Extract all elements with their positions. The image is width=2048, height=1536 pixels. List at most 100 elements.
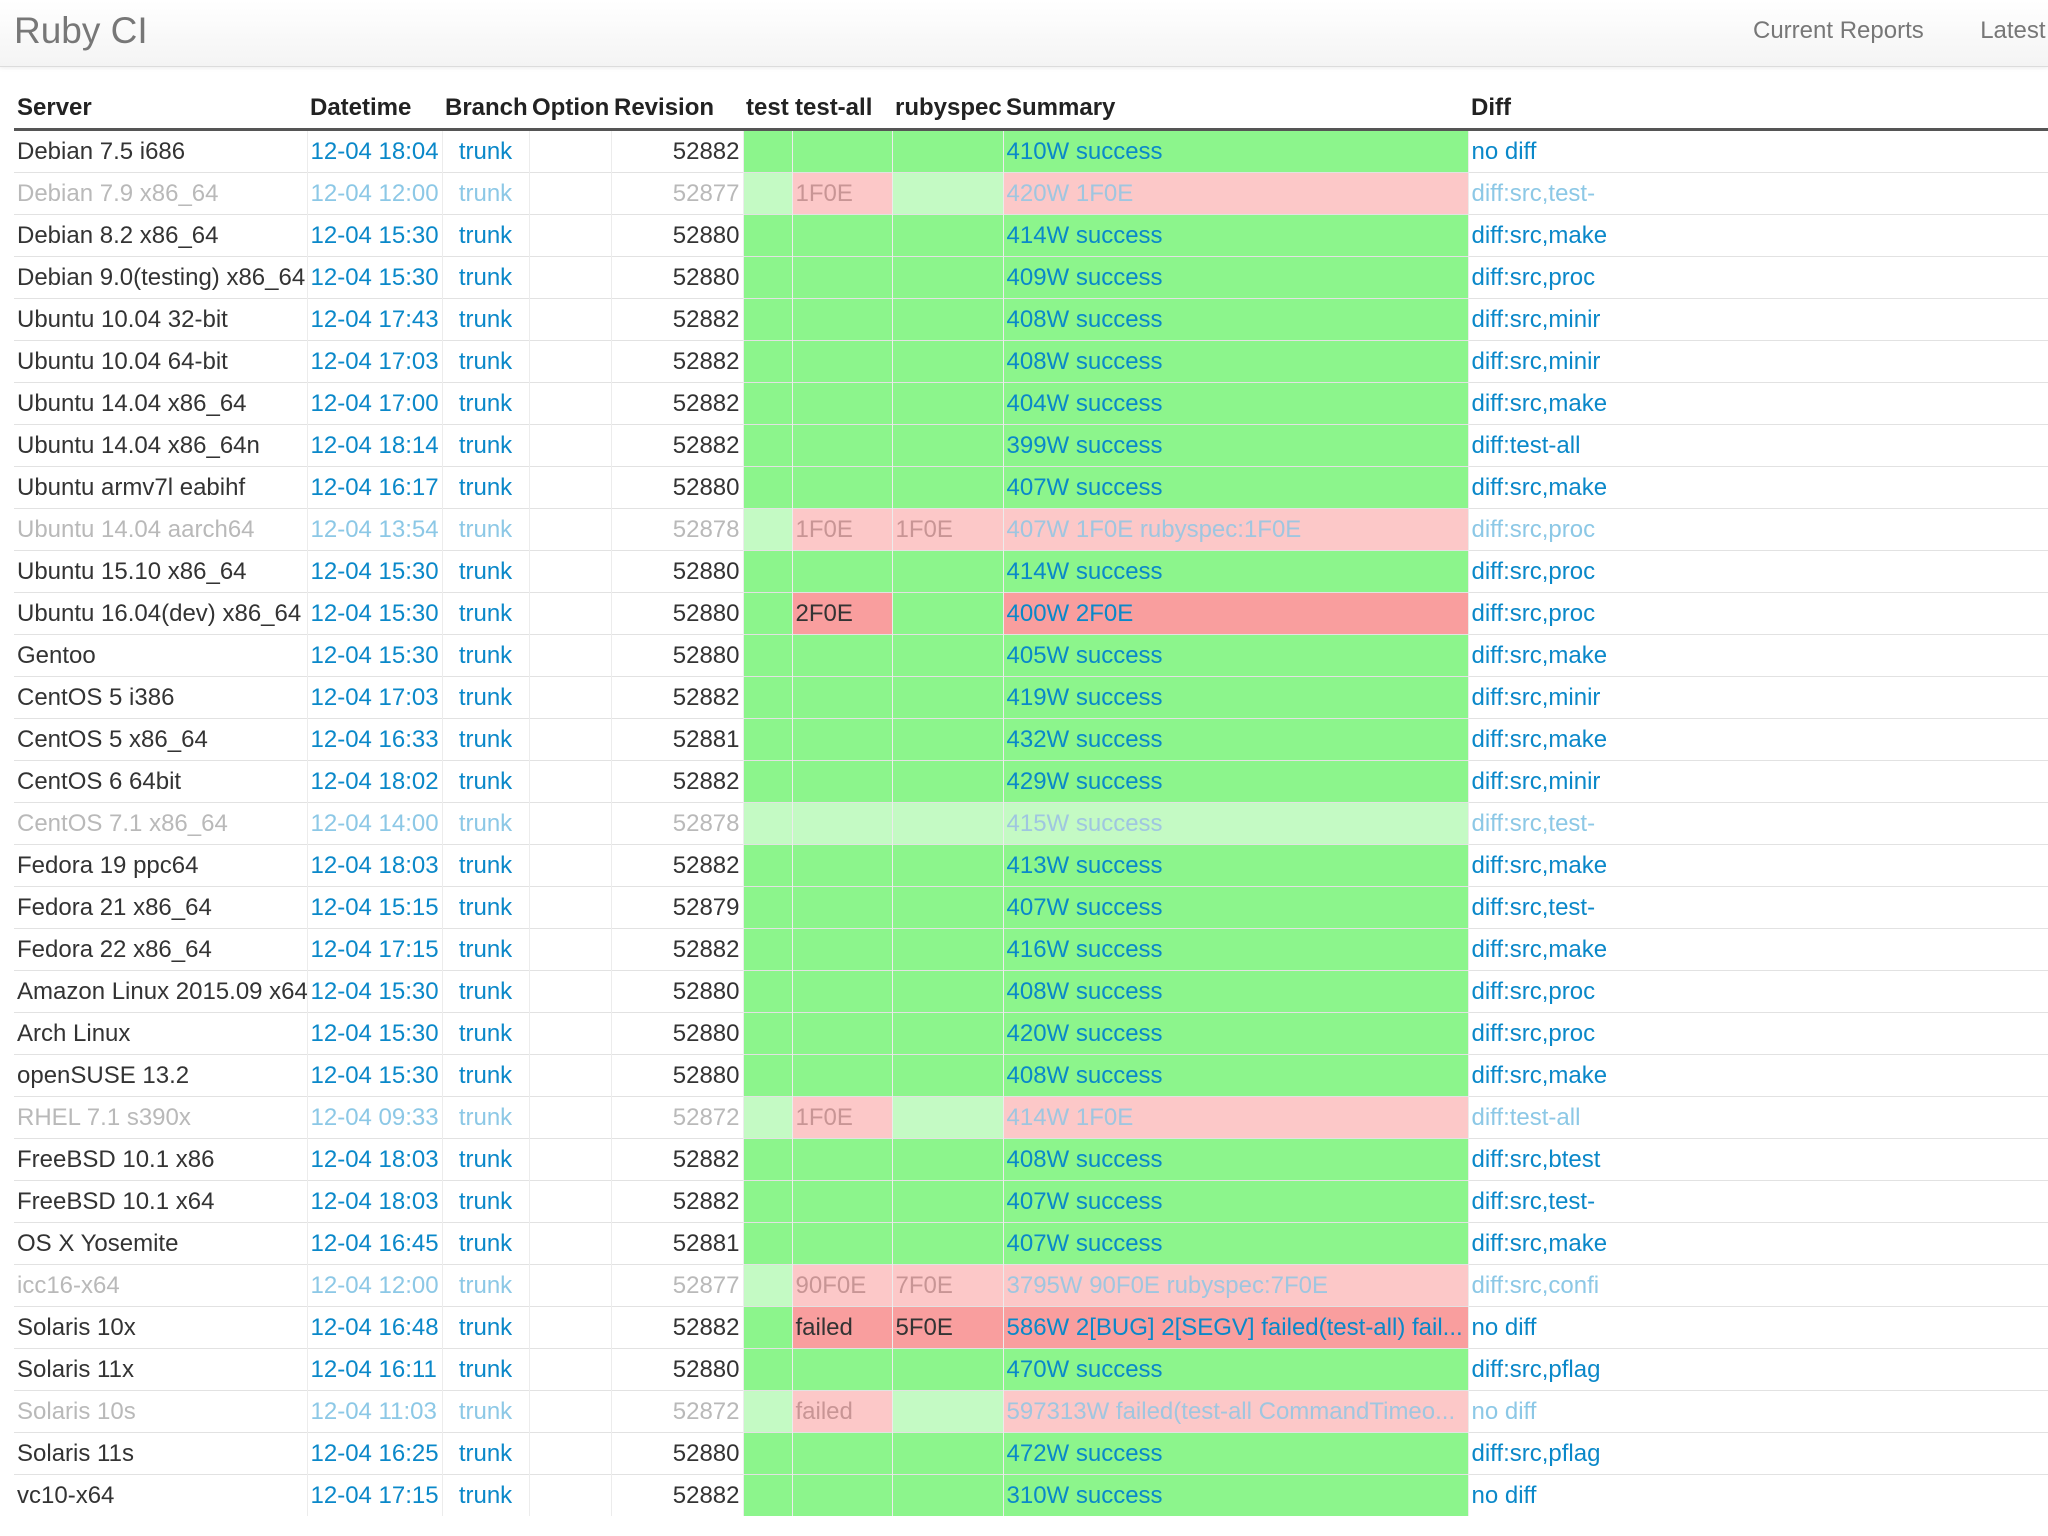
cell-branch-link[interactable]: trunk xyxy=(459,684,512,711)
cell-summary-link[interactable]: 408W success xyxy=(1007,978,1163,1005)
column-header-rubyspec[interactable]: rubyspec xyxy=(892,88,1003,130)
cell-diff-link[interactable]: no diff xyxy=(1472,138,1537,165)
cell-branch-link[interactable]: trunk xyxy=(459,894,512,921)
cell-datetime-link[interactable]: 12-04 17:15 xyxy=(311,1482,439,1509)
cell-diff-link[interactable]: diff:src,make xyxy=(1472,1230,1608,1257)
column-header-revision[interactable]: Revision xyxy=(611,88,743,130)
cell-branch-link[interactable]: trunk xyxy=(459,1272,512,1299)
cell-branch-link[interactable]: trunk xyxy=(459,558,512,585)
cell-branch-link[interactable]: trunk xyxy=(459,180,512,207)
cell-branch-link[interactable]: trunk xyxy=(459,222,512,249)
cell-datetime-link[interactable]: 12-04 16:11 xyxy=(311,1356,437,1383)
cell-datetime-link[interactable]: 12-04 18:03 xyxy=(311,1146,439,1173)
cell-diff-link[interactable]: diff:src,proc xyxy=(1472,264,1596,291)
cell-branch-link[interactable]: trunk xyxy=(459,516,512,543)
cell-branch-link[interactable]: trunk xyxy=(459,810,512,837)
cell-diff-link[interactable]: diff:src,proc xyxy=(1472,1020,1596,1047)
cell-branch-link[interactable]: trunk xyxy=(459,1104,512,1131)
cell-branch-link[interactable]: trunk xyxy=(459,852,512,879)
cell-datetime-link[interactable]: 12-04 17:15 xyxy=(311,936,439,963)
column-header-branch[interactable]: Branch xyxy=(442,88,529,130)
cell-datetime-link[interactable]: 12-04 17:43 xyxy=(311,306,439,333)
cell-diff-link[interactable]: no diff xyxy=(1472,1482,1537,1509)
cell-branch-link[interactable]: trunk xyxy=(459,1146,512,1173)
cell-diff-link[interactable]: diff:src,make xyxy=(1472,222,1608,249)
cell-diff-link[interactable]: diff:test-all xyxy=(1472,1104,1581,1131)
cell-summary-link[interactable]: 408W success xyxy=(1007,348,1163,375)
cell-datetime-link[interactable]: 12-04 11:03 xyxy=(311,1398,437,1425)
cell-branch-link[interactable]: trunk xyxy=(459,1188,512,1215)
cell-branch-link[interactable]: trunk xyxy=(459,390,512,417)
cell-diff-link[interactable]: diff:src,minir xyxy=(1472,684,1601,711)
cell-summary-link[interactable]: 413W success xyxy=(1007,852,1163,879)
cell-summary-link[interactable]: 432W success xyxy=(1007,726,1163,753)
cell-summary-link[interactable]: 414W 1F0E xyxy=(1007,1104,1134,1131)
cell-datetime-link[interactable]: 12-04 18:04 xyxy=(311,138,439,165)
cell-datetime-link[interactable]: 12-04 14:00 xyxy=(311,810,439,837)
cell-branch-link[interactable]: trunk xyxy=(459,768,512,795)
cell-branch-link[interactable]: trunk xyxy=(459,1398,512,1425)
nav-latest[interactable]: Latest xyxy=(1980,17,2045,44)
cell-branch-link[interactable]: trunk xyxy=(459,348,512,375)
cell-summary-link[interactable]: 597313W failed(test-all CommandTimeo... xyxy=(1007,1398,1456,1425)
column-header-test-all[interactable]: test-all xyxy=(792,88,892,130)
cell-datetime-link[interactable]: 12-04 16:17 xyxy=(311,474,439,501)
cell-branch-link[interactable]: trunk xyxy=(459,978,512,1005)
cell-datetime-link[interactable]: 12-04 15:30 xyxy=(311,1020,439,1047)
cell-datetime-link[interactable]: 12-04 15:30 xyxy=(311,642,439,669)
column-header-datetime[interactable]: Datetime xyxy=(307,88,442,130)
cell-branch-link[interactable]: trunk xyxy=(459,306,512,333)
cell-branch-link[interactable]: trunk xyxy=(459,1440,512,1467)
column-header-server[interactable]: Server xyxy=(14,88,307,130)
cell-datetime-link[interactable]: 12-04 18:02 xyxy=(311,768,439,795)
cell-diff-link[interactable]: diff:src,proc xyxy=(1472,558,1596,585)
column-header-test[interactable]: test xyxy=(743,88,792,130)
cell-datetime-link[interactable]: 12-04 17:03 xyxy=(311,348,439,375)
cell-diff-link[interactable]: diff:src,btest xyxy=(1472,1146,1601,1173)
cell-datetime-link[interactable]: 12-04 17:00 xyxy=(311,390,439,417)
cell-branch-link[interactable]: trunk xyxy=(459,1482,512,1509)
cell-summary-link[interactable]: 414W success xyxy=(1007,222,1163,249)
cell-summary-link[interactable]: 407W success xyxy=(1007,1230,1163,1257)
cell-branch-link[interactable]: trunk xyxy=(459,138,512,165)
cell-summary-link[interactable]: 407W success xyxy=(1007,894,1163,921)
cell-datetime-link[interactable]: 12-04 15:15 xyxy=(311,894,439,921)
cell-diff-link[interactable]: diff:src,make xyxy=(1472,726,1608,753)
cell-summary-link[interactable]: 407W success xyxy=(1007,1188,1163,1215)
cell-summary-link[interactable]: 415W success xyxy=(1007,810,1163,837)
cell-branch-link[interactable]: trunk xyxy=(459,1230,512,1257)
cell-diff-link[interactable]: diff:src,minir xyxy=(1472,348,1601,375)
cell-branch-link[interactable]: trunk xyxy=(459,474,512,501)
nav-current-reports[interactable]: Current Reports xyxy=(1753,17,1924,44)
cell-summary-link[interactable]: 408W success xyxy=(1007,306,1163,333)
cell-summary-link[interactable]: 399W success xyxy=(1007,432,1163,459)
cell-datetime-link[interactable]: 12-04 15:30 xyxy=(311,264,439,291)
cell-diff-link[interactable]: diff:test-all xyxy=(1472,432,1581,459)
cell-datetime-link[interactable]: 12-04 13:54 xyxy=(311,516,439,543)
cell-summary-link[interactable]: 404W success xyxy=(1007,390,1163,417)
cell-datetime-link[interactable]: 12-04 15:30 xyxy=(311,558,439,585)
cell-diff-link[interactable]: diff:src,minir xyxy=(1472,306,1601,333)
cell-diff-link[interactable]: diff:src,proc xyxy=(1472,978,1596,1005)
cell-summary-link[interactable]: 410W success xyxy=(1007,138,1163,165)
cell-datetime-link[interactable]: 12-04 18:03 xyxy=(311,852,439,879)
cell-diff-link[interactable]: diff:src,test- xyxy=(1472,180,1596,207)
cell-datetime-link[interactable]: 12-04 18:03 xyxy=(311,1188,439,1215)
cell-diff-link[interactable]: diff:src,confi xyxy=(1472,1272,1600,1299)
cell-branch-link[interactable]: trunk xyxy=(459,264,512,291)
cell-summary-link[interactable]: 470W success xyxy=(1007,1356,1163,1383)
cell-diff-link[interactable]: diff:src,test- xyxy=(1472,810,1596,837)
cell-diff-link[interactable]: diff:src,test- xyxy=(1472,894,1596,921)
cell-branch-link[interactable]: trunk xyxy=(459,642,512,669)
cell-datetime-link[interactable]: 12-04 15:30 xyxy=(311,1062,439,1089)
cell-datetime-link[interactable]: 12-04 15:30 xyxy=(311,600,439,627)
cell-branch-link[interactable]: trunk xyxy=(459,1314,512,1341)
cell-summary-link[interactable]: 586W 2[BUG] 2[SEGV] failed(test-all) fai… xyxy=(1007,1314,1463,1341)
column-header-option[interactable]: Option xyxy=(529,88,611,130)
cell-diff-link[interactable]: diff:src,test- xyxy=(1472,1188,1596,1215)
cell-datetime-link[interactable]: 12-04 16:33 xyxy=(311,726,439,753)
cell-branch-link[interactable]: trunk xyxy=(459,936,512,963)
cell-datetime-link[interactable]: 12-04 16:48 xyxy=(311,1314,439,1341)
cell-diff-link[interactable]: diff:src,proc xyxy=(1472,516,1596,543)
cell-summary-link[interactable]: 400W 2F0E xyxy=(1007,600,1134,627)
